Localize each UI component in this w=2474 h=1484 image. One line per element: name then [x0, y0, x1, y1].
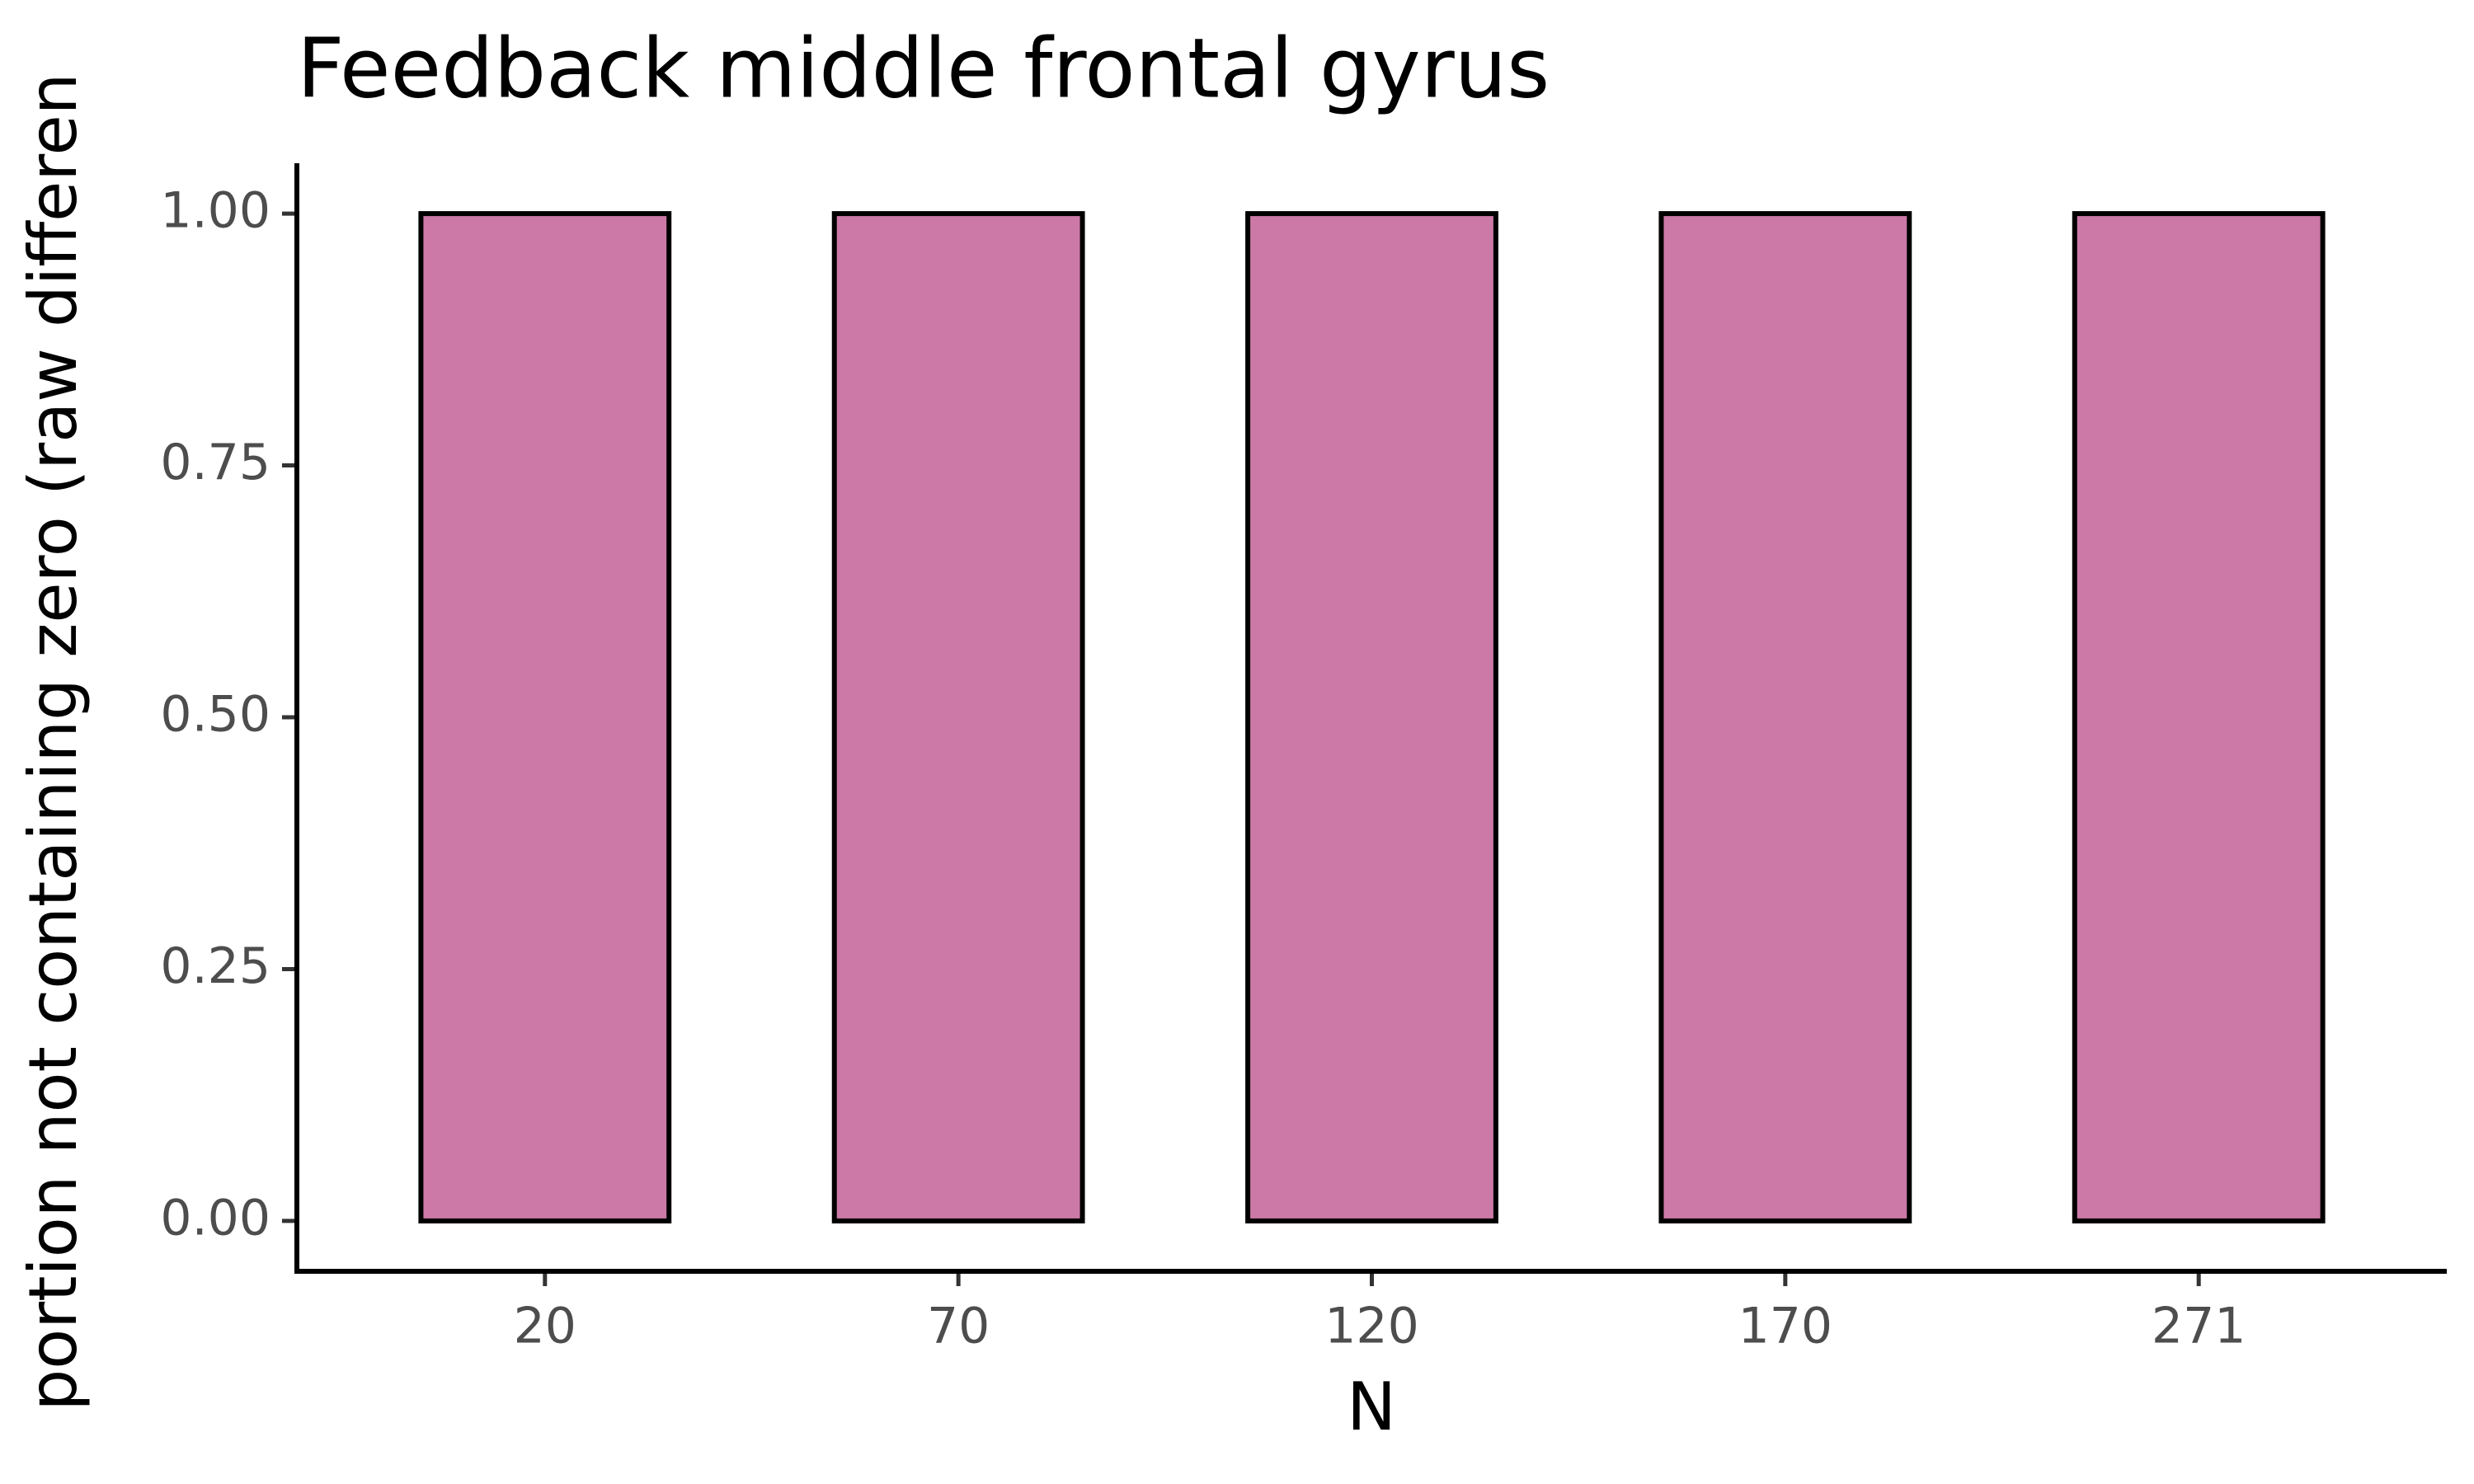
y-axis-title: portion not containing zero (raw differe…: [15, 73, 92, 1411]
x-tick-label: 20: [514, 1298, 576, 1355]
x-tick-label: 70: [927, 1298, 990, 1355]
bar: [418, 211, 672, 1223]
x-tick-label: 170: [1738, 1298, 1833, 1355]
bar: [1245, 211, 1498, 1223]
bar: [831, 211, 1085, 1223]
x-tick-label: 120: [1324, 1298, 1419, 1355]
chart-title: Feedback middle frontal gyrus: [297, 20, 1550, 116]
y-tick-label: 1.00: [160, 182, 270, 240]
x-tick-label: 271: [2152, 1298, 2246, 1355]
y-tick-label: 0.25: [160, 937, 270, 995]
y-tick-label: 0.50: [160, 686, 270, 744]
y-tick-label: 0.75: [160, 434, 270, 491]
bar: [1658, 211, 1912, 1223]
y-tick-label: 0.00: [160, 1190, 270, 1247]
x-axis-title: N: [1347, 1369, 1396, 1445]
bar: [2072, 211, 2326, 1223]
